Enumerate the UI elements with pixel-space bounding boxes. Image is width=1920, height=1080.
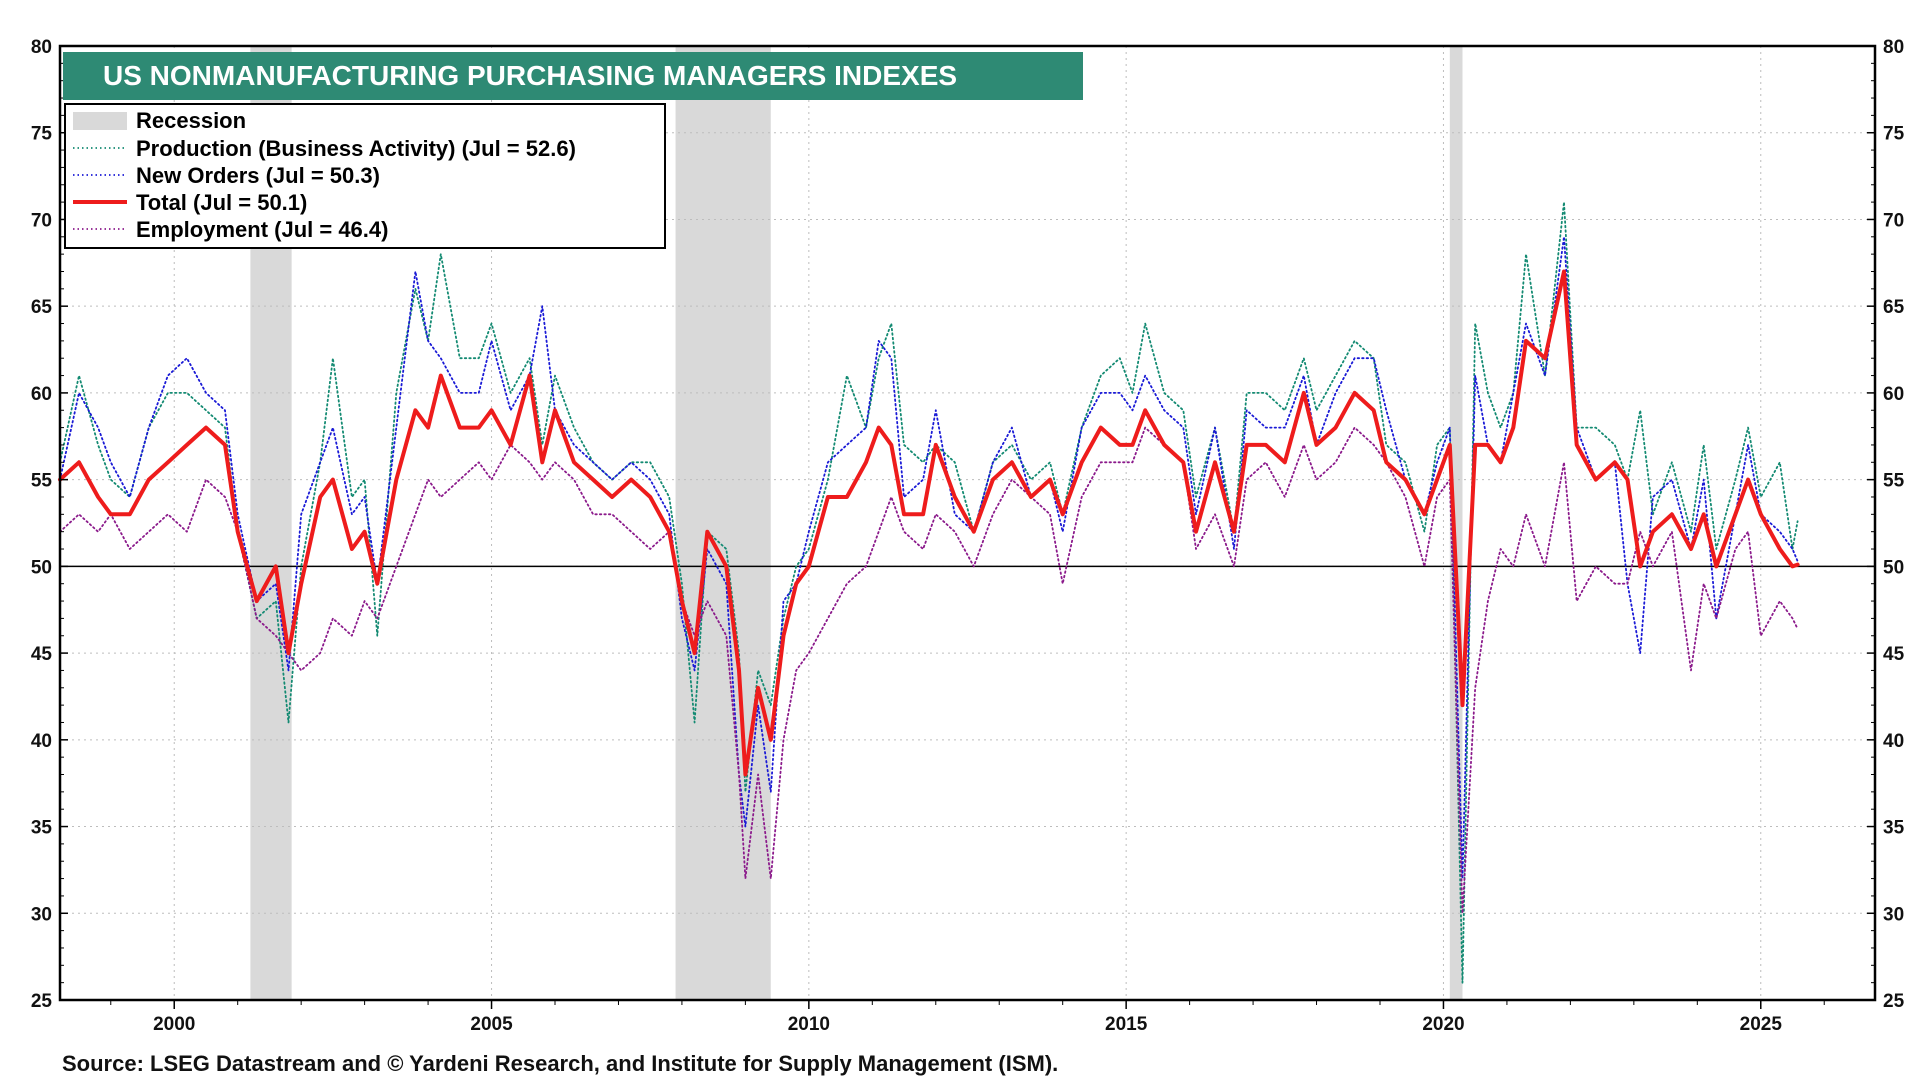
y-tick-label-left-3: 40 bbox=[31, 731, 52, 752]
x-tick-label-1: 2005 bbox=[470, 1014, 513, 1035]
x-tick-label-3: 2015 bbox=[1105, 1014, 1148, 1035]
plot-frame bbox=[58, 44, 1877, 1002]
series-lines bbox=[58, 201, 1800, 984]
y-tick-label-left-4: 45 bbox=[31, 644, 53, 665]
title-banner: US NONMANUFACTURING PURCHASING MANAGERS … bbox=[63, 52, 1083, 100]
legend-swatch-recession bbox=[73, 112, 127, 130]
chart-title: US NONMANUFACTURING PURCHASING MANAGERS … bbox=[103, 60, 957, 91]
y-tick-label-left-10: 75 bbox=[31, 124, 53, 145]
y-tick-label-right-11: 80 bbox=[1883, 37, 1904, 58]
y-tick-label-right-7: 60 bbox=[1883, 384, 1904, 405]
y-tick-label-right-2: 35 bbox=[1883, 818, 1905, 839]
y-tick-label-right-0: 25 bbox=[1883, 991, 1905, 1012]
y-tick-label-right-1: 30 bbox=[1883, 904, 1904, 925]
y-tick-label-left-0: 25 bbox=[31, 991, 53, 1012]
y-tick-label-left-7: 60 bbox=[31, 384, 52, 405]
series-line-new_orders bbox=[59, 235, 1799, 880]
series-line-employment bbox=[59, 426, 1799, 915]
series-line-total bbox=[58, 269, 1800, 777]
source-note: Source: LSEG Datastream and © Yardeni Re… bbox=[62, 1051, 1058, 1076]
y-tick-label-right-6: 55 bbox=[1883, 471, 1905, 492]
legend: Recession Production (Business Activity)… bbox=[64, 103, 666, 249]
y-tick-label-right-4: 45 bbox=[1883, 644, 1905, 665]
y-tick-label-right-8: 65 bbox=[1883, 297, 1905, 318]
y-tick-label-left-11: 80 bbox=[31, 37, 52, 58]
legend-label-employment: Employment (Jul = 46.4) bbox=[136, 217, 388, 242]
y-tick-label-left-2: 35 bbox=[31, 818, 53, 839]
y-tick-label-left-8: 65 bbox=[31, 297, 53, 318]
x-tick-label-2: 2010 bbox=[788, 1014, 830, 1035]
legend-label-new-orders: New Orders (Jul = 50.3) bbox=[136, 163, 380, 188]
y-tick-label-right-3: 40 bbox=[1883, 731, 1904, 752]
y-tick-label-left-5: 50 bbox=[31, 557, 52, 578]
legend-box bbox=[64, 103, 666, 249]
recession-band-1 bbox=[675, 46, 771, 1000]
series-line-production bbox=[59, 201, 1799, 984]
title-background bbox=[63, 52, 1083, 100]
legend-label-production: Production (Business Activity) (Jul = 52… bbox=[136, 136, 576, 161]
y-tick-label-left-1: 30 bbox=[31, 904, 52, 925]
grid-lines bbox=[60, 46, 1875, 1000]
y-tick-label-right-5: 50 bbox=[1883, 557, 1904, 578]
x-tick-label-4: 2020 bbox=[1422, 1014, 1464, 1035]
legend-label-recession: Recession bbox=[136, 108, 246, 133]
y-tick-label-right-9: 70 bbox=[1883, 210, 1904, 231]
legend-label-total: Total (Jul = 50.1) bbox=[136, 190, 307, 215]
recession-band-2 bbox=[1449, 46, 1463, 1000]
x-tick-label-0: 2000 bbox=[153, 1014, 195, 1035]
x-tick-label-5: 2025 bbox=[1740, 1014, 1783, 1035]
y-tick-label-left-6: 55 bbox=[31, 471, 53, 492]
y-tick-label-right-10: 75 bbox=[1883, 124, 1905, 145]
y-tick-label-left-9: 70 bbox=[31, 210, 52, 231]
